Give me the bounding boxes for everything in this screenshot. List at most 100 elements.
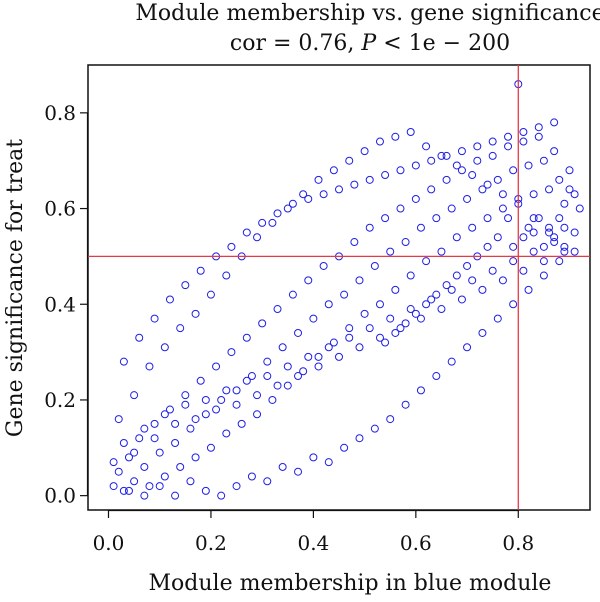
scatter-point (416, 314, 425, 323)
scatter-point (329, 338, 338, 347)
scatter-point (550, 118, 559, 127)
chart-title-line1: Module membership vs. gene significance (135, 1, 600, 26)
scatter-point (130, 391, 139, 400)
scatter-point (575, 204, 584, 213)
scatter-point (155, 448, 164, 457)
axes-layer: 0.0 0.2 0.4 0.6 0.8 0.0 0.2 0.4 0.6 0.8 (44, 101, 534, 555)
scatter-point (324, 300, 333, 309)
scatter-point (355, 434, 364, 443)
scatter-point (283, 381, 292, 390)
scatter-point (181, 400, 190, 409)
scatter-point (529, 247, 538, 256)
scatter-point (155, 482, 164, 491)
scatter-point (350, 238, 359, 247)
point-layer (109, 80, 584, 500)
scatter-point (504, 132, 513, 141)
scatter-point (534, 123, 543, 132)
scatter-point (437, 305, 446, 314)
scatter-point (401, 400, 410, 409)
scatter-point (447, 285, 456, 294)
scatter-point (442, 281, 451, 290)
scatter-point (191, 415, 200, 424)
scatter-point (370, 424, 379, 433)
scatter-point (165, 405, 174, 414)
scatter-point (396, 204, 405, 213)
scatter-point (150, 314, 159, 323)
scatter-point (386, 247, 395, 256)
scatter-point (304, 194, 313, 203)
scatter-point (565, 166, 574, 175)
scatter-point (504, 214, 513, 223)
scatter-point (427, 185, 436, 194)
scatter-point (237, 419, 246, 428)
scatter-point (217, 395, 226, 404)
scatter-point (176, 462, 185, 471)
scatter-point (442, 175, 451, 184)
y-tick-label: 0.2 (44, 388, 76, 412)
scatter-point (253, 410, 262, 419)
scatter-point (114, 415, 123, 424)
scatter-point (509, 300, 518, 309)
scatter-point (570, 190, 579, 199)
scatter-point (319, 261, 328, 270)
scatter-point (555, 214, 564, 223)
scatter-point (196, 376, 205, 385)
scatter-point (242, 333, 251, 342)
scatter-point (468, 223, 477, 232)
scatter-point (140, 491, 149, 500)
scatter-point (498, 190, 507, 199)
scatter-point (401, 238, 410, 247)
scatter-point (360, 309, 369, 318)
scatter-point (130, 448, 139, 457)
scatter-point (319, 190, 328, 199)
x-tick-label: 0.6 (400, 531, 432, 555)
scatter-point (396, 166, 405, 175)
y-axis-label: Gene significance for treat (3, 139, 28, 437)
scatter-point (247, 372, 256, 381)
scatter-point (222, 386, 231, 395)
scatter-point (273, 381, 282, 390)
scatter-point (411, 309, 420, 318)
scatter-point (324, 458, 333, 467)
scatter-point (504, 142, 513, 151)
scatter-point (473, 142, 482, 151)
scatter-point (427, 295, 436, 304)
scatter-point (119, 486, 128, 495)
scatter-point (457, 166, 466, 175)
x-tick-label: 0.8 (502, 531, 534, 555)
scatter-point (401, 319, 410, 328)
scatter-point (283, 362, 292, 371)
scatter-point (355, 343, 364, 352)
scatter-point (201, 410, 210, 419)
scatter-point (386, 314, 395, 323)
scatter-point (278, 343, 287, 352)
scatter-point (509, 242, 518, 251)
reference-lines-layer (88, 65, 590, 510)
scatter-point (304, 352, 313, 361)
scatter-point (181, 391, 190, 400)
x-axis-label: Module membership in blue module (149, 571, 552, 596)
scatter-point (432, 290, 441, 299)
scatter-point (324, 343, 333, 352)
scatter-point (329, 166, 338, 175)
scatter-point (114, 467, 123, 476)
scatter-point (242, 228, 251, 237)
scatter-point (304, 276, 313, 285)
scatter-point (360, 147, 369, 156)
plot-frame (87, 64, 591, 511)
scatter-point (350, 180, 359, 189)
scatter-point (519, 127, 528, 136)
scatter-point (294, 372, 303, 381)
scatter-point (539, 242, 548, 251)
y-tick-label: 0.6 (44, 197, 76, 221)
scatter-point (160, 410, 169, 419)
scatter-point (288, 290, 297, 299)
scatter-point (391, 132, 400, 141)
scatter-point (524, 223, 533, 232)
scatter-point (345, 324, 354, 333)
scatter-point (150, 419, 159, 428)
scatter-point (468, 171, 477, 180)
scatter-point (478, 328, 487, 337)
scatter-point (493, 175, 502, 184)
